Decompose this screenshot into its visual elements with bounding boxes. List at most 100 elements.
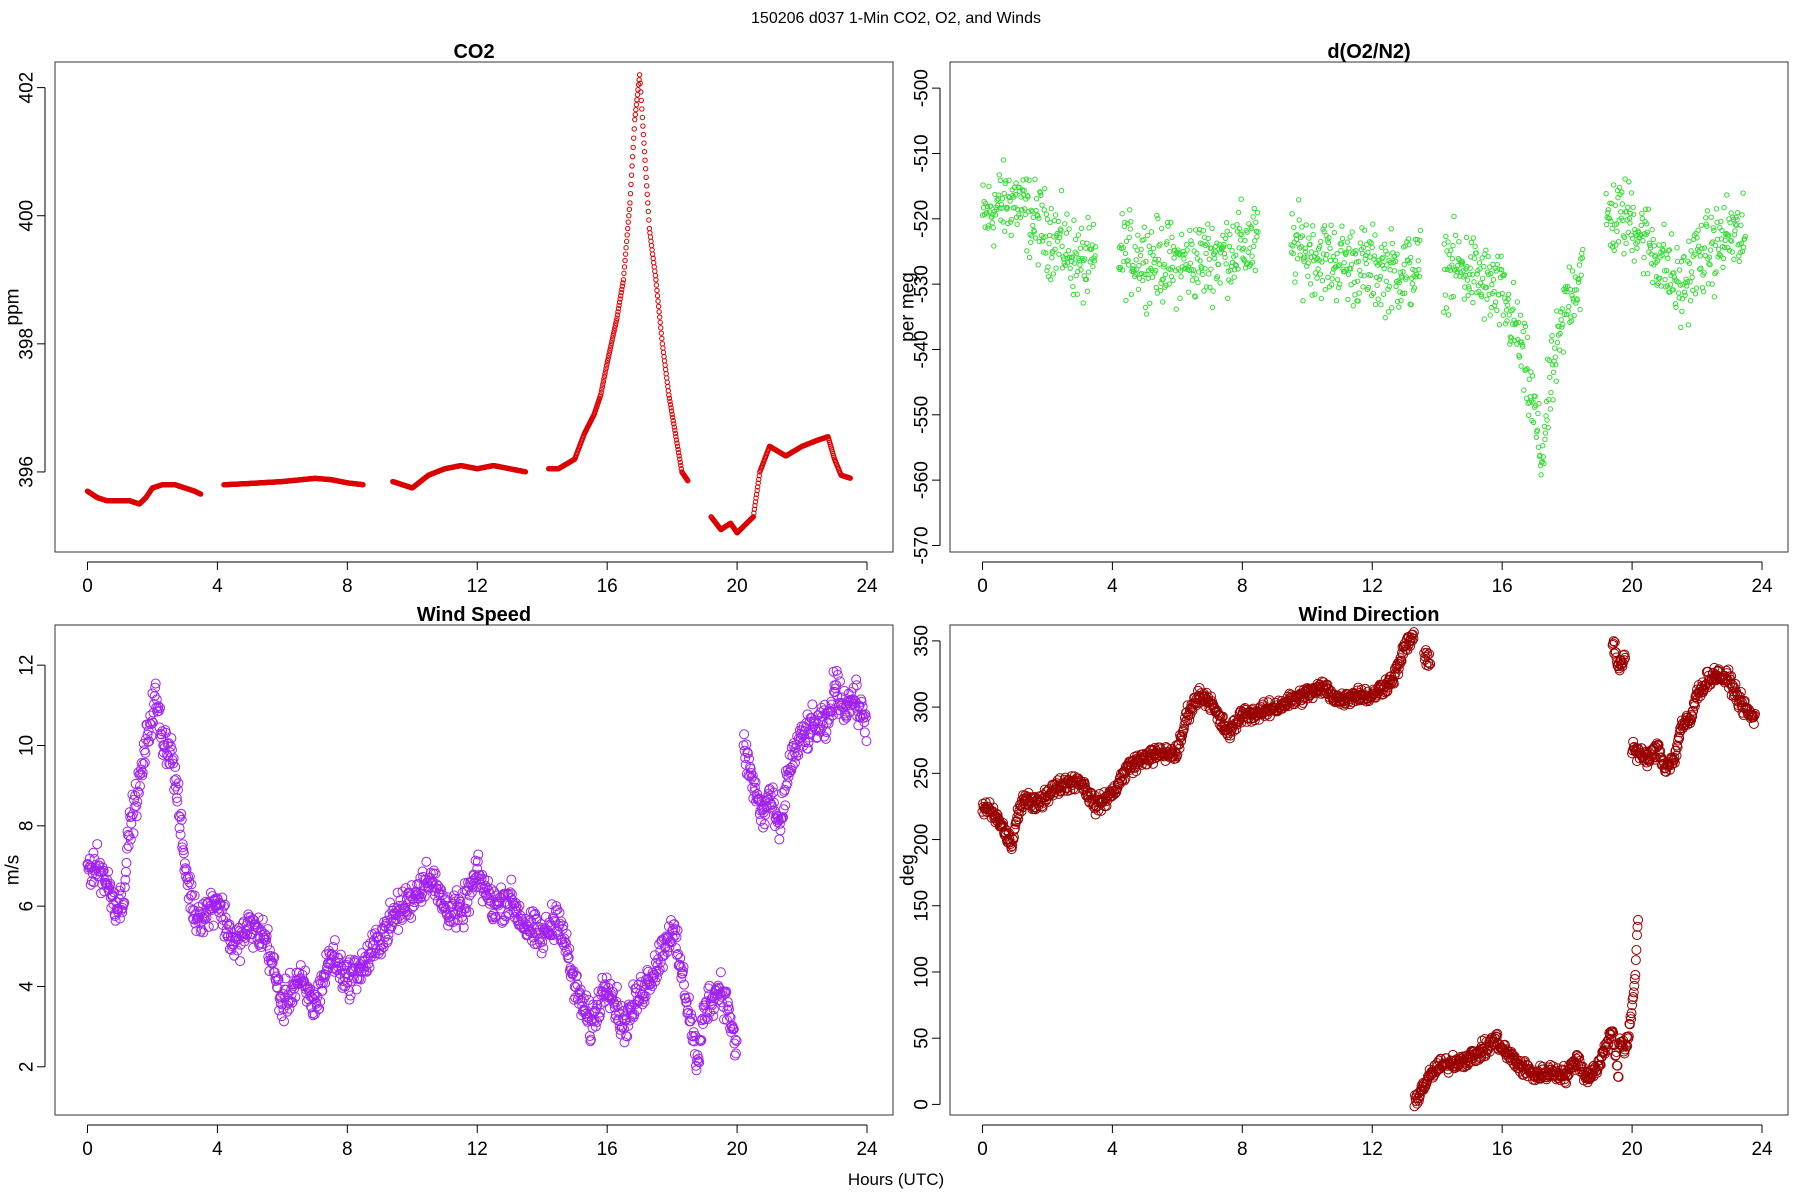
data-point bbox=[599, 384, 605, 390]
data-point bbox=[656, 309, 662, 315]
data-point bbox=[1071, 217, 1077, 223]
data-point bbox=[647, 234, 654, 240]
data-point bbox=[1734, 209, 1741, 216]
data-point bbox=[1032, 235, 1039, 241]
data-point bbox=[1131, 266, 1137, 273]
data-point bbox=[1535, 410, 1541, 417]
data-point bbox=[1077, 245, 1084, 251]
data-point bbox=[1050, 271, 1057, 277]
data-point bbox=[625, 225, 631, 232]
data-point bbox=[659, 341, 666, 347]
data-point bbox=[1685, 322, 1692, 328]
data-point bbox=[861, 736, 872, 747]
data-point bbox=[1043, 211, 1050, 217]
data-point bbox=[634, 92, 641, 98]
data-point bbox=[987, 203, 994, 209]
data-point bbox=[1687, 279, 1693, 285]
data-point bbox=[1549, 333, 1555, 339]
data-point bbox=[753, 495, 759, 501]
x-tick-label: 12 bbox=[1362, 576, 1383, 597]
data-point bbox=[1612, 202, 1619, 209]
data-point bbox=[174, 823, 185, 834]
data-point bbox=[1208, 266, 1214, 272]
data-point bbox=[1393, 283, 1399, 290]
data-point bbox=[755, 480, 761, 486]
data-point bbox=[1731, 256, 1737, 262]
data-point bbox=[1149, 274, 1156, 280]
data-point bbox=[235, 956, 246, 967]
data-point bbox=[1310, 223, 1316, 229]
data-point bbox=[751, 510, 757, 516]
data-point bbox=[672, 430, 679, 437]
data-point bbox=[1449, 255, 1456, 262]
data-point bbox=[1014, 221, 1020, 227]
data-point bbox=[1023, 176, 1030, 182]
data-point bbox=[601, 376, 607, 382]
data-point bbox=[1649, 226, 1655, 233]
data-point bbox=[1538, 472, 1544, 478]
data-point bbox=[671, 421, 677, 427]
data-point bbox=[1356, 290, 1362, 296]
y-tick-label: 6 bbox=[17, 901, 38, 912]
data-point bbox=[1167, 248, 1173, 255]
x-tick-label: 0 bbox=[82, 576, 93, 597]
data-point bbox=[1656, 242, 1662, 248]
data-point bbox=[618, 289, 624, 296]
data-point bbox=[1529, 373, 1536, 379]
data-point bbox=[1212, 255, 1218, 262]
data-point bbox=[147, 688, 158, 699]
data-point bbox=[1039, 202, 1045, 208]
data-point bbox=[642, 157, 648, 163]
data-point bbox=[1024, 248, 1030, 254]
data-point bbox=[1569, 268, 1576, 274]
data-points bbox=[84, 72, 853, 536]
data-point bbox=[1038, 192, 1044, 198]
data-point bbox=[1026, 254, 1033, 261]
y-tick-label: 400 bbox=[17, 200, 38, 232]
data-point bbox=[613, 318, 620, 324]
data-point bbox=[606, 350, 613, 356]
data-point bbox=[1310, 231, 1316, 238]
data-point bbox=[754, 487, 760, 494]
data-point bbox=[613, 320, 619, 326]
data-point bbox=[807, 699, 818, 710]
data-point bbox=[1032, 176, 1038, 182]
data-point bbox=[1075, 232, 1082, 238]
data-point bbox=[652, 268, 658, 274]
data-point bbox=[674, 443, 681, 450]
data-point bbox=[1136, 262, 1142, 269]
data-point bbox=[673, 434, 679, 440]
data-point bbox=[1724, 192, 1730, 198]
data-point bbox=[1345, 296, 1351, 303]
data-point bbox=[1156, 261, 1163, 267]
data-point bbox=[608, 342, 614, 349]
data-point bbox=[1380, 254, 1386, 260]
data-point bbox=[1314, 275, 1320, 281]
data-point bbox=[1357, 267, 1363, 274]
data-point bbox=[1678, 324, 1684, 331]
data-point bbox=[621, 270, 627, 277]
data-point bbox=[1327, 257, 1334, 264]
x-tick-label: 8 bbox=[1237, 576, 1248, 597]
data-point bbox=[1005, 220, 1011, 227]
data-point bbox=[1708, 214, 1714, 220]
x-tick-label: 0 bbox=[82, 1139, 93, 1160]
data-point bbox=[1658, 283, 1665, 289]
data-point bbox=[752, 499, 759, 505]
data-point bbox=[1484, 296, 1490, 302]
data-point bbox=[1044, 216, 1051, 223]
y-tick-label: 4 bbox=[17, 981, 38, 992]
data-point bbox=[633, 102, 640, 108]
data-point bbox=[617, 296, 623, 302]
data-point bbox=[1329, 276, 1335, 282]
data-point bbox=[623, 238, 630, 245]
data-point bbox=[1138, 246, 1144, 252]
data-point bbox=[1195, 269, 1202, 275]
data-point bbox=[653, 277, 659, 283]
data-point bbox=[1070, 291, 1077, 298]
data-point bbox=[1070, 283, 1076, 290]
data-point bbox=[607, 345, 614, 351]
data-point bbox=[278, 1016, 289, 1027]
data-point bbox=[1082, 256, 1088, 262]
